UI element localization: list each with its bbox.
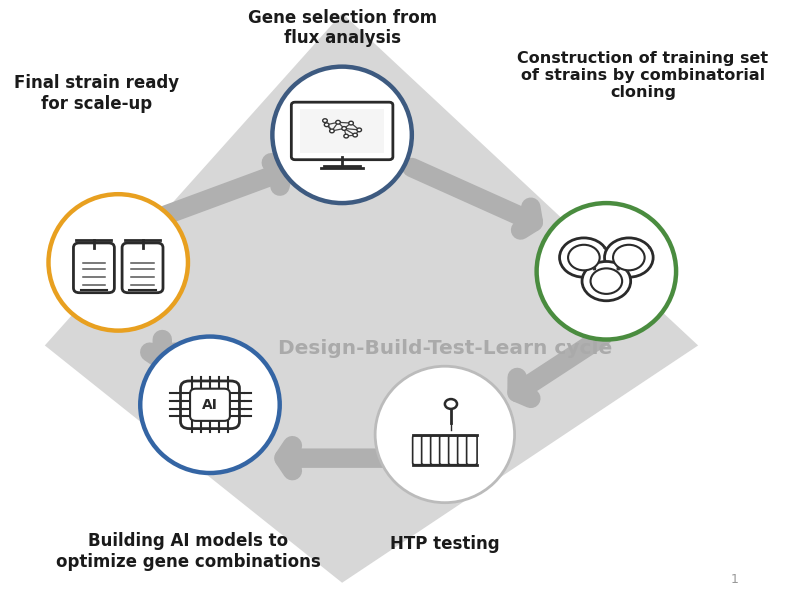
Circle shape [568, 245, 600, 271]
Text: Gene selection from
flux analysis: Gene selection from flux analysis [248, 9, 436, 48]
Ellipse shape [272, 67, 412, 203]
FancyBboxPatch shape [73, 243, 114, 293]
Circle shape [323, 119, 327, 123]
Text: Design-Build-Test-Learn cycle: Design-Build-Test-Learn cycle [278, 339, 612, 358]
Ellipse shape [375, 366, 514, 502]
Text: HTP testing: HTP testing [390, 535, 499, 553]
Circle shape [353, 133, 357, 137]
Circle shape [613, 245, 645, 271]
Circle shape [590, 268, 623, 294]
FancyBboxPatch shape [458, 436, 468, 465]
Text: Construction of training set
of strains by combinatorial
cloning: Construction of training set of strains … [518, 51, 768, 101]
Text: Final strain ready
for scale-up: Final strain ready for scale-up [13, 74, 179, 113]
Circle shape [342, 126, 346, 131]
Text: Building AI models to
optimize gene combinations: Building AI models to optimize gene comb… [55, 532, 320, 572]
FancyBboxPatch shape [466, 436, 477, 465]
Text: 1: 1 [731, 573, 739, 586]
FancyBboxPatch shape [449, 436, 459, 465]
Text: AI: AI [202, 398, 218, 412]
FancyBboxPatch shape [431, 436, 441, 465]
FancyBboxPatch shape [122, 243, 163, 293]
Circle shape [324, 123, 329, 126]
Circle shape [330, 129, 335, 133]
FancyBboxPatch shape [181, 381, 239, 429]
Ellipse shape [140, 337, 280, 473]
Ellipse shape [537, 203, 676, 340]
Circle shape [604, 238, 653, 277]
FancyBboxPatch shape [190, 389, 230, 421]
Circle shape [357, 128, 361, 132]
Circle shape [349, 121, 353, 125]
Circle shape [559, 238, 608, 277]
Circle shape [336, 120, 340, 124]
Circle shape [445, 399, 457, 409]
Circle shape [582, 262, 630, 301]
FancyBboxPatch shape [413, 436, 423, 465]
FancyBboxPatch shape [439, 436, 450, 465]
FancyBboxPatch shape [300, 109, 384, 153]
Polygon shape [45, 13, 698, 583]
FancyBboxPatch shape [421, 436, 432, 465]
FancyBboxPatch shape [291, 102, 393, 160]
Ellipse shape [48, 194, 188, 331]
Circle shape [344, 134, 349, 138]
